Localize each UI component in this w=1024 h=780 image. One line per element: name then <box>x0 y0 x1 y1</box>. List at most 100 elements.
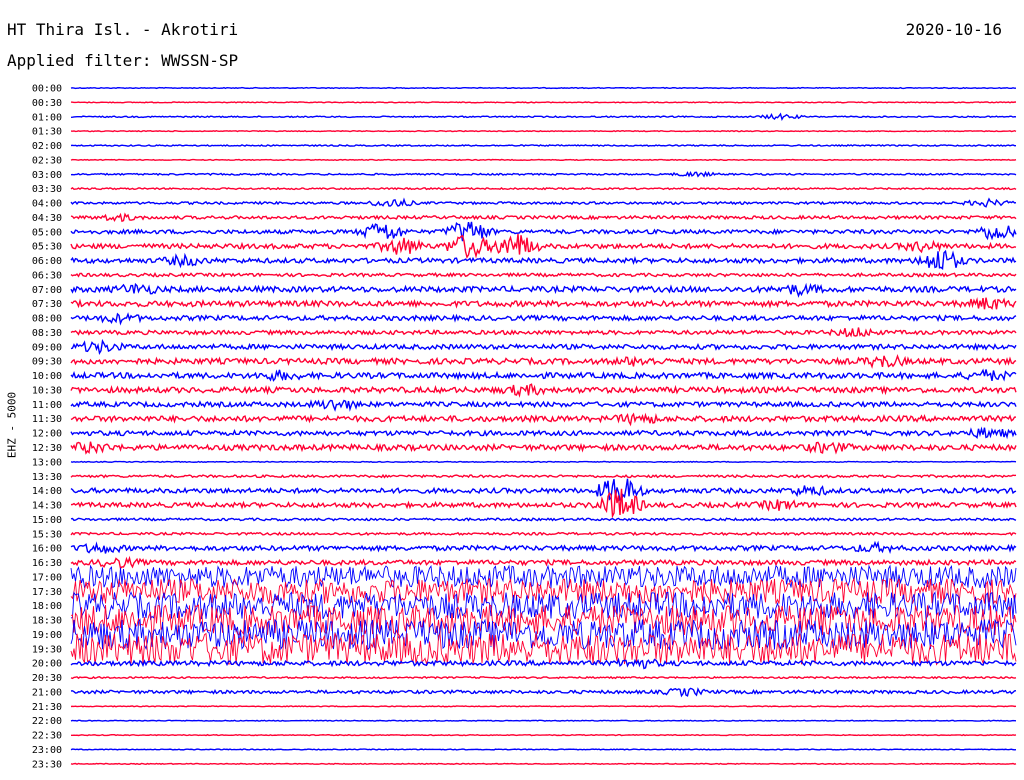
time-tick-label: 18:00 <box>32 601 62 612</box>
trace-row-0100 <box>70 112 1017 122</box>
time-tick-label: 22:30 <box>32 731 62 742</box>
trace-row-1300 <box>70 460 1017 464</box>
trace-row-1200 <box>70 426 1017 440</box>
trace-row-1730 <box>70 577 1017 606</box>
time-tick-label: 19:00 <box>32 630 62 641</box>
trace-row-0430 <box>70 212 1017 223</box>
trace-row-1800 <box>70 590 1017 621</box>
time-tick-label: 17:30 <box>32 587 62 598</box>
time-tick-label: 00:30 <box>32 98 62 109</box>
trace-row-0900 <box>70 338 1017 355</box>
time-tick-label: 20:00 <box>32 659 62 670</box>
trace-row-1000 <box>70 368 1017 382</box>
time-tick-label: 07:00 <box>32 285 62 296</box>
time-tick-label: 23:30 <box>32 759 62 770</box>
station-title: HT Thira Isl. - Akrotiri <box>7 20 239 39</box>
trace-row-1600 <box>70 540 1017 554</box>
trace-row-1400 <box>70 478 1017 501</box>
filter-label: Applied filter: WWSSN-SP <box>7 51 239 70</box>
time-tick-label: 08:00 <box>32 314 62 325</box>
time-tick-label: 16:00 <box>32 544 62 555</box>
time-tick-label: 19:30 <box>32 644 62 655</box>
trace-row-0930 <box>70 354 1017 369</box>
time-tick-label: 10:30 <box>32 385 62 396</box>
time-tick-label: 16:30 <box>32 558 62 569</box>
trace-row-1130 <box>70 412 1017 427</box>
time-tick-label: 02:30 <box>32 155 62 166</box>
time-tick-label: 21:30 <box>32 702 62 713</box>
time-tick-label: 01:30 <box>32 127 62 138</box>
trace-row-0400 <box>70 197 1017 208</box>
time-tick-label: 11:00 <box>32 400 62 411</box>
record-date: 2020-10-16 <box>905 20 1002 39</box>
trace-row-0300 <box>70 170 1017 178</box>
trace-row-2130 <box>70 705 1017 708</box>
time-tick-label: 06:30 <box>32 270 62 281</box>
trace-row-2300 <box>70 748 1017 751</box>
time-tick-label: 09:00 <box>32 342 62 353</box>
trace-row-0830 <box>70 327 1017 338</box>
time-tick-label: 04:00 <box>32 199 62 210</box>
trace-row-0000 <box>70 86 1017 90</box>
time-tick-label: 18:30 <box>32 616 62 627</box>
time-tick-label: 14:30 <box>32 501 62 512</box>
trace-row-2000 <box>70 657 1017 670</box>
time-tick-label: 04:30 <box>32 213 62 224</box>
time-tick-label: 05:30 <box>32 242 62 253</box>
time-tick-label: 03:30 <box>32 184 62 195</box>
trace-row-0600 <box>70 249 1017 270</box>
trace-row-1500 <box>70 517 1017 522</box>
time-tick-label: 17:00 <box>32 572 62 583</box>
time-tick-label: 07:30 <box>32 299 62 310</box>
time-tick-label: 22:00 <box>32 716 62 727</box>
time-tick-label: 20:30 <box>32 673 62 684</box>
time-tick-label: 21:00 <box>32 687 62 698</box>
time-tick-label: 05:00 <box>32 227 62 238</box>
trace-row-1430 <box>70 488 1017 519</box>
time-tick-label: 15:30 <box>32 529 62 540</box>
time-tick-label: 15:00 <box>32 515 62 526</box>
trace-row-0030 <box>70 101 1017 104</box>
trace-row-1030 <box>70 383 1017 398</box>
trace-row-0630 <box>70 272 1017 278</box>
trace-row-1700 <box>70 564 1017 589</box>
time-tick-label: 13:00 <box>32 457 62 468</box>
trace-row-0700 <box>70 282 1017 298</box>
trace-row-0800 <box>70 312 1017 326</box>
trace-row-2100 <box>70 687 1017 698</box>
trace-row-1930 <box>70 632 1017 666</box>
time-tick-label: 01:00 <box>32 112 62 123</box>
time-tick-label: 02:00 <box>32 141 62 152</box>
trace-row-0130 <box>70 129 1017 133</box>
time-tick-label: 08:30 <box>32 328 62 339</box>
time-tick-label: 06:00 <box>32 256 62 267</box>
time-tick-labels: 00:00 00:30 01:00 01:30 02:00 02:30 03:00 03:30… <box>32 84 62 771</box>
time-tick-label: 12:30 <box>32 443 62 454</box>
time-tick-label: 00:00 <box>32 84 62 95</box>
trace-row-0200 <box>70 144 1017 147</box>
trace-row-1630 <box>70 555 1017 570</box>
trace-row-2230 <box>70 733 1017 737</box>
time-tick-label: 09:30 <box>32 357 62 368</box>
trace-row-2330 <box>70 762 1017 766</box>
trace-row-1230 <box>70 441 1017 455</box>
trace-row-0730 <box>70 297 1017 310</box>
time-tick-label: 10:00 <box>32 371 62 382</box>
trace-row-1330 <box>70 473 1017 479</box>
trace-row-2030 <box>70 675 1017 680</box>
trace-row-1530 <box>70 531 1017 537</box>
trace-row-0530 <box>70 233 1017 259</box>
time-tick-label: 13:30 <box>32 472 62 483</box>
time-tick-label: 03:00 <box>32 170 62 181</box>
time-tick-label: 14:00 <box>32 486 62 497</box>
trace-row-1100 <box>70 399 1017 412</box>
time-tick-label: 12:00 <box>32 429 62 440</box>
seismic-traces <box>70 86 1017 766</box>
trace-row-0230 <box>70 158 1017 162</box>
time-tick-label: 11:30 <box>32 414 62 425</box>
time-tick-label: 23:00 <box>32 745 62 756</box>
trace-row-0330 <box>70 186 1017 191</box>
trace-row-0500 <box>70 221 1017 242</box>
trace-row-2200 <box>70 719 1017 722</box>
